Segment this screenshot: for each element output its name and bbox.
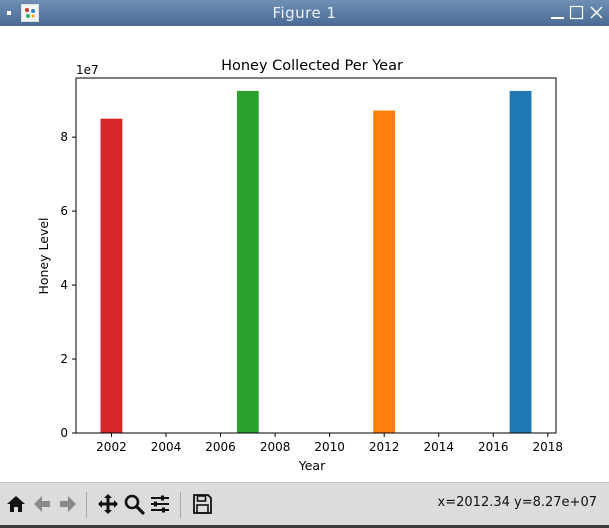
y-tick-label: 8 xyxy=(60,130,68,144)
window-titlebar[interactable]: Figure 1 xyxy=(0,0,609,26)
x-tick-label: 2016 xyxy=(478,440,509,454)
y-scale-label: 1e7 xyxy=(76,63,99,77)
bar-2017 xyxy=(509,90,532,433)
minimize-icon[interactable] xyxy=(550,5,565,20)
forward-button[interactable] xyxy=(56,491,80,517)
axes-background xyxy=(76,78,556,433)
x-tick-label: 2008 xyxy=(260,440,291,454)
save-button[interactable] xyxy=(190,491,214,517)
bar-2002 xyxy=(100,118,123,433)
y-tick-label: 2 xyxy=(60,352,68,366)
x-tick-label: 2014 xyxy=(423,440,454,454)
cursor-coordinates: x=2012.34 y=8.27e+07 xyxy=(437,495,597,510)
window-menu-icon[interactable] xyxy=(7,11,11,15)
toolbar-separator xyxy=(180,492,181,518)
x-axis-label: Year xyxy=(298,458,326,473)
pan-move-icon xyxy=(98,494,118,514)
x-tick-label: 2018 xyxy=(533,440,564,454)
x-tick-label: 2010 xyxy=(314,440,345,454)
figure-canvas[interactable]: 2002 2004 2006 2008 2010 2012 2014 2016 2018 0 2 4… xyxy=(0,26,609,482)
bar-2007 xyxy=(236,90,259,433)
home-icon xyxy=(7,496,25,512)
configure-subplots-button[interactable] xyxy=(148,491,172,517)
toolbar-separator xyxy=(86,492,87,518)
app-icon xyxy=(21,4,39,22)
home-button[interactable] xyxy=(4,491,28,517)
chart-title: Honey Collected Per Year xyxy=(221,58,403,74)
bar-2012 xyxy=(373,110,396,434)
close-icon[interactable] xyxy=(589,5,604,20)
zoom-magnifier-icon xyxy=(124,494,145,515)
x-tick-label: 2004 xyxy=(151,440,182,454)
back-arrow-icon xyxy=(34,496,50,512)
zoom-button[interactable] xyxy=(122,491,146,517)
y-tick-label: 6 xyxy=(60,204,68,218)
configure-subplots-icon xyxy=(151,495,169,513)
window-title: Figure 1 xyxy=(272,4,337,22)
axes-frame xyxy=(75,77,557,434)
y-tick-label: 4 xyxy=(60,278,68,292)
y-axis-label: Honey Level xyxy=(36,217,51,294)
navigation-toolbar: x=2012.34 y=8.27e+07 xyxy=(0,482,609,528)
bar-chart: 2002 2004 2006 2008 2010 2012 2014 2016 2018 0 2 4… xyxy=(36,58,564,473)
forward-arrow-icon xyxy=(60,496,76,512)
back-button[interactable] xyxy=(30,491,54,517)
x-tick-label: 2002 xyxy=(96,440,127,454)
y-tick-label: 0 xyxy=(60,426,68,440)
x-tick-label: 2006 xyxy=(205,440,236,454)
pan-button[interactable] xyxy=(96,491,120,517)
window-bottom-border xyxy=(0,525,609,528)
maximize-icon[interactable] xyxy=(569,5,584,20)
x-tick-label: 2012 xyxy=(369,440,400,454)
save-disk-icon xyxy=(193,494,212,514)
